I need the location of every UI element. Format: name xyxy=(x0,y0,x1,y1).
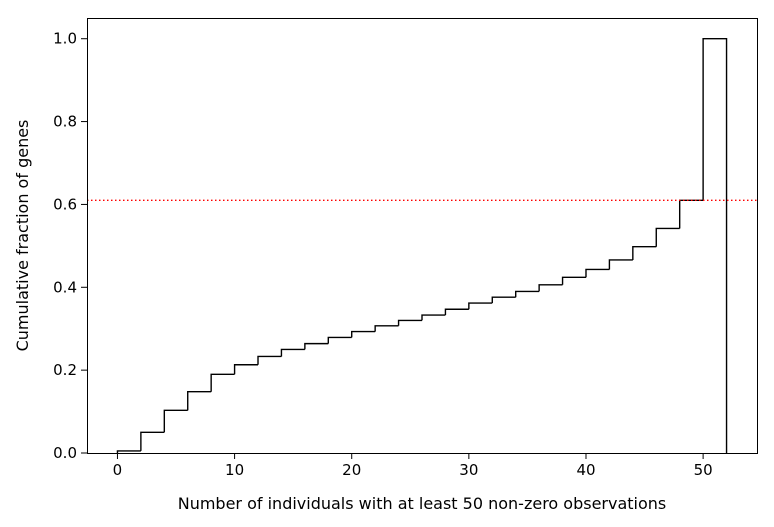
plot-layer xyxy=(87,38,757,453)
histogram-step-bin-11 xyxy=(374,325,399,332)
plot-frame xyxy=(87,18,758,454)
histogram-step-bin-3 xyxy=(187,390,212,411)
histogram-step-bin-25 xyxy=(702,38,728,453)
histogram-step-bin-12 xyxy=(397,319,422,326)
histogram-step-bin-22 xyxy=(632,245,657,260)
histogram-step-bin-1 xyxy=(140,431,165,451)
y-tick-label: 0.6 xyxy=(53,195,77,213)
histogram-step-bin-14 xyxy=(444,308,469,316)
x-tick-label: 0 xyxy=(113,461,123,479)
histogram-step-bin-19 xyxy=(561,276,586,285)
histogram-step-bin-8 xyxy=(304,342,329,350)
y-tick-label: 0.0 xyxy=(53,444,77,462)
histogram-step-bin-23 xyxy=(655,227,680,247)
histogram-step-bin-9 xyxy=(327,336,352,344)
x-tick-label: 30 xyxy=(459,461,478,479)
histogram-step-bin-13 xyxy=(421,314,446,321)
ticks-layer: 0 10 20 30 40 50 0.0 0.2 0.4 0.6 0.8 1.0 xyxy=(53,30,713,479)
histogram-step-bin-0 xyxy=(116,450,141,453)
histogram-step-bin-7 xyxy=(280,348,305,357)
x-tick-label: 10 xyxy=(225,461,244,479)
x-tick-label: 50 xyxy=(694,461,713,479)
histogram-step-bin-4 xyxy=(210,373,235,392)
histogram-step-bin-15 xyxy=(468,302,493,310)
histogram-step-bin-2 xyxy=(163,409,188,433)
y-tick-label: 0.4 xyxy=(53,278,77,296)
y-axis-label: Cumulative fraction of genes xyxy=(13,120,32,352)
histogram-step-bin-20 xyxy=(585,268,610,278)
y-tick-label: 0.2 xyxy=(53,361,77,379)
histogram-step-bin-18 xyxy=(538,284,563,292)
histogram-step-bin-21 xyxy=(608,259,633,270)
y-tick-label: 1.0 xyxy=(53,30,77,48)
x-axis-label: Number of individuals with at least 50 n… xyxy=(178,494,667,513)
histogram-step-bin-6 xyxy=(257,355,282,365)
x-tick-label: 40 xyxy=(576,461,595,479)
histogram-step-bin-5 xyxy=(233,364,259,375)
y-tick-label: 0.8 xyxy=(53,113,77,131)
histogram-step-bin-17 xyxy=(515,290,540,298)
histogram-step-bin-16 xyxy=(491,296,516,304)
histogram-step-bin-10 xyxy=(351,330,376,338)
x-tick-label: 20 xyxy=(342,461,361,479)
